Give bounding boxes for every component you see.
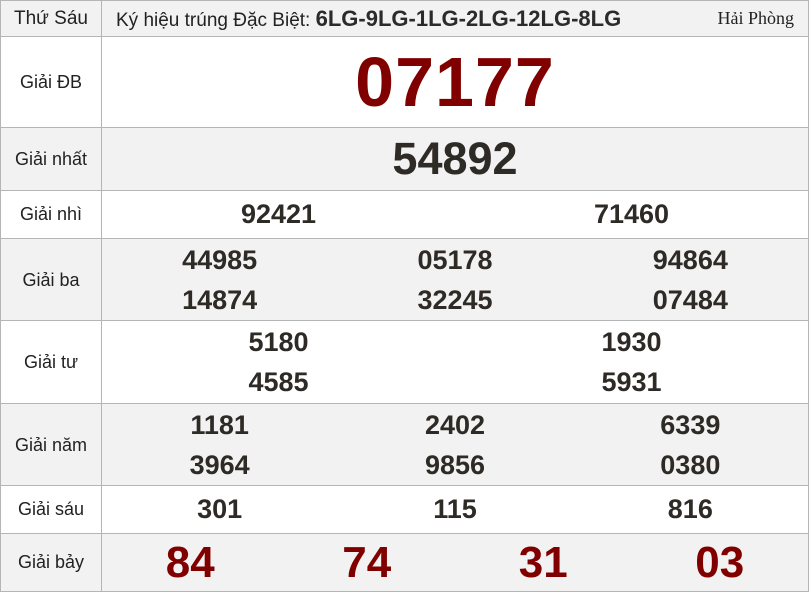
prize-number: 31 <box>518 537 568 587</box>
day-label: Thứ Sáu <box>0 0 102 37</box>
prize-number: 1181 <box>190 409 249 440</box>
special-symbol: Ký hiệu trúng Đặc Biệt: 6LG-9LG-1LG-2LG-… <box>101 0 809 37</box>
prize-label: Giải bảy <box>0 533 102 592</box>
prize-row-tu: Giải tư 5180 1930 4585 5931 <box>0 320 809 404</box>
prize-row-nhi: Giải nhì 92421 71460 <box>0 190 809 239</box>
prize-number: 1930 <box>601 327 662 357</box>
prize-number: 54892 <box>392 133 518 184</box>
prize-label: Giải nhì <box>0 190 102 239</box>
prize-number: 71460 <box>593 199 670 229</box>
symbol-value: 6LG-9LG-1LG-2LG-12LG-8LG <box>315 5 622 31</box>
prize-label: Giải sáu <box>0 485 102 534</box>
prize-number: 14874 <box>182 284 258 315</box>
prize-row-bay: Giải bảy 84 74 31 03 <box>0 533 809 592</box>
header-row: Thứ Sáu Ký hiệu trúng Đặc Biệt: 6LG-9LG-… <box>0 0 809 37</box>
prize-label: Giải nhất <box>0 127 102 191</box>
prize-number: 32245 <box>417 284 493 315</box>
prize-row-sau: Giải sáu 301 115 816 <box>0 485 809 534</box>
prize-label: Giải ba <box>0 238 102 321</box>
prize-number: 74 <box>342 537 392 587</box>
prize-number: 92421 <box>240 199 317 229</box>
prize-number: 05178 <box>417 244 493 275</box>
province-name: Hải Phòng <box>717 7 795 28</box>
prize-row-ba: Giải ba 44985 05178 94864 14874 32245 07… <box>0 238 809 321</box>
prize-number: 816 <box>667 494 713 524</box>
prize-number: 5180 <box>248 327 309 357</box>
prize-label: Giải tư <box>0 320 102 404</box>
prize-number: 9856 <box>424 449 486 480</box>
prize-number: 84 <box>165 537 215 587</box>
prize-number: 3964 <box>189 449 250 480</box>
prize-number: 115 <box>433 494 477 524</box>
prize-row-nhat: Giải nhất 54892 <box>0 127 809 191</box>
prize-row-db: Giải ĐB 07177 <box>0 36 809 128</box>
prize-number: 0380 <box>660 449 721 480</box>
prize-number: 03 <box>695 537 745 587</box>
prize-number: 2402 <box>424 409 486 440</box>
prize-number: 6339 <box>660 409 721 440</box>
prize-label: Giải năm <box>0 403 102 486</box>
prize-number: 44985 <box>182 244 258 275</box>
prize-label: Giải ĐB <box>0 36 102 128</box>
prize-number: 5931 <box>601 367 662 397</box>
symbol-label: Ký hiệu trúng Đặc Biệt: <box>116 9 311 31</box>
prize-row-nam: Giải năm 1181 2402 6339 3964 9856 0380 <box>0 403 809 486</box>
prize-number: 4585 <box>248 367 309 397</box>
prize-number: 07484 <box>652 284 728 315</box>
prize-number: 301 <box>197 494 243 524</box>
prize-number: 94864 <box>652 244 728 275</box>
special-prize-number: 07177 <box>355 43 555 121</box>
